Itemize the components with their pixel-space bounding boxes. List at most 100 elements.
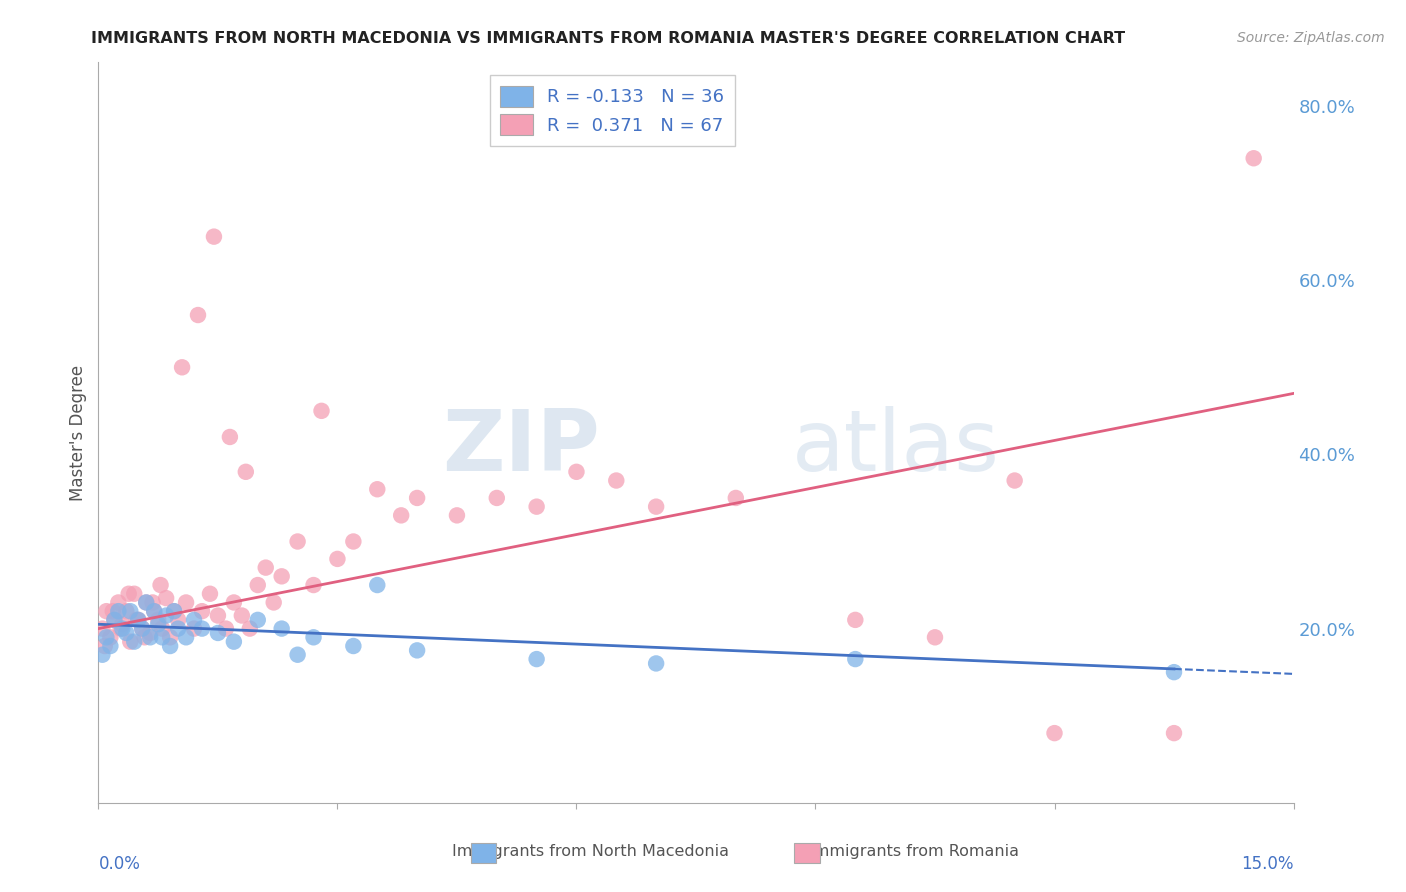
Point bbox=[366, 482, 388, 496]
Y-axis label: Master's Degree: Master's Degree bbox=[69, 365, 87, 500]
Point bbox=[219, 430, 242, 444]
Point bbox=[142, 595, 165, 609]
Point bbox=[103, 613, 125, 627]
Point bbox=[101, 604, 124, 618]
Point bbox=[565, 465, 588, 479]
Point bbox=[844, 652, 866, 666]
Point bbox=[222, 634, 245, 648]
Point bbox=[1243, 151, 1265, 165]
Point bbox=[150, 630, 173, 644]
Point bbox=[270, 622, 292, 636]
Text: 15.0%: 15.0% bbox=[1241, 855, 1294, 872]
Point bbox=[148, 613, 170, 627]
Point bbox=[115, 626, 138, 640]
Text: IMMIGRANTS FROM NORTH MACEDONIA VS IMMIGRANTS FROM ROMANIA MASTER'S DEGREE CORRE: IMMIGRANTS FROM NORTH MACEDONIA VS IMMIG… bbox=[91, 31, 1126, 46]
Point bbox=[526, 652, 548, 666]
Point bbox=[155, 608, 177, 623]
Point bbox=[191, 604, 214, 618]
Point bbox=[139, 626, 162, 640]
Point bbox=[207, 608, 229, 623]
Point bbox=[246, 613, 269, 627]
Point bbox=[91, 622, 114, 636]
Point bbox=[149, 578, 172, 592]
Point bbox=[645, 500, 668, 514]
Point bbox=[150, 622, 173, 636]
Point bbox=[183, 622, 205, 636]
Point bbox=[115, 604, 138, 618]
Point bbox=[174, 630, 197, 644]
Point bbox=[107, 595, 129, 609]
Point bbox=[287, 534, 309, 549]
Point bbox=[111, 617, 134, 632]
Point bbox=[127, 613, 149, 627]
Point bbox=[135, 595, 157, 609]
Point bbox=[239, 622, 262, 636]
Point bbox=[202, 229, 225, 244]
Point bbox=[187, 308, 209, 322]
Text: 0.0%: 0.0% bbox=[98, 855, 141, 872]
Point bbox=[94, 639, 117, 653]
Point bbox=[1163, 726, 1185, 740]
Text: Immigrants from North Macedonia: Immigrants from North Macedonia bbox=[451, 845, 730, 859]
Point bbox=[446, 508, 468, 523]
Point bbox=[159, 630, 181, 644]
Point bbox=[91, 648, 114, 662]
Text: ZIP: ZIP bbox=[443, 406, 600, 489]
Point bbox=[254, 560, 277, 574]
Point bbox=[110, 622, 132, 636]
Point bbox=[406, 491, 429, 505]
Point bbox=[135, 595, 157, 609]
Point bbox=[125, 613, 148, 627]
Legend: R = -0.133   N = 36, R =  0.371   N = 67: R = -0.133 N = 36, R = 0.371 N = 67 bbox=[489, 75, 735, 145]
Point bbox=[263, 595, 285, 609]
Point bbox=[1004, 474, 1026, 488]
Point bbox=[844, 613, 866, 627]
Point bbox=[167, 613, 190, 627]
Point bbox=[163, 604, 186, 618]
Point bbox=[406, 643, 429, 657]
Point bbox=[389, 508, 412, 523]
Point bbox=[167, 622, 190, 636]
Point bbox=[222, 595, 245, 609]
Point bbox=[118, 587, 141, 601]
Point bbox=[526, 500, 548, 514]
Point bbox=[326, 552, 349, 566]
Point bbox=[155, 591, 177, 606]
Point bbox=[207, 626, 229, 640]
Point bbox=[485, 491, 508, 505]
Point bbox=[302, 578, 325, 592]
Point bbox=[302, 630, 325, 644]
Point bbox=[159, 639, 181, 653]
Point bbox=[1043, 726, 1066, 740]
Point bbox=[131, 622, 153, 636]
Point bbox=[174, 595, 197, 609]
Point bbox=[120, 604, 142, 618]
Point bbox=[98, 630, 122, 644]
Point bbox=[342, 534, 364, 549]
Point bbox=[183, 613, 205, 627]
Point bbox=[366, 578, 388, 592]
Point bbox=[139, 630, 162, 644]
Point bbox=[311, 404, 333, 418]
Point bbox=[287, 648, 309, 662]
Point bbox=[103, 613, 125, 627]
Point bbox=[143, 604, 166, 618]
Text: Source: ZipAtlas.com: Source: ZipAtlas.com bbox=[1237, 31, 1385, 45]
Point bbox=[98, 639, 122, 653]
Point bbox=[1163, 665, 1185, 680]
Point bbox=[215, 622, 238, 636]
Point bbox=[231, 608, 253, 623]
Point bbox=[163, 604, 186, 618]
Point bbox=[127, 613, 149, 627]
Point bbox=[107, 604, 129, 618]
Point bbox=[724, 491, 747, 505]
Point bbox=[924, 630, 946, 644]
Point bbox=[172, 360, 194, 375]
Point bbox=[148, 617, 170, 632]
Point bbox=[96, 604, 118, 618]
Point bbox=[96, 630, 118, 644]
Point bbox=[124, 634, 146, 648]
Point bbox=[134, 630, 156, 644]
Text: atlas: atlas bbox=[792, 406, 1000, 489]
Point bbox=[131, 622, 153, 636]
